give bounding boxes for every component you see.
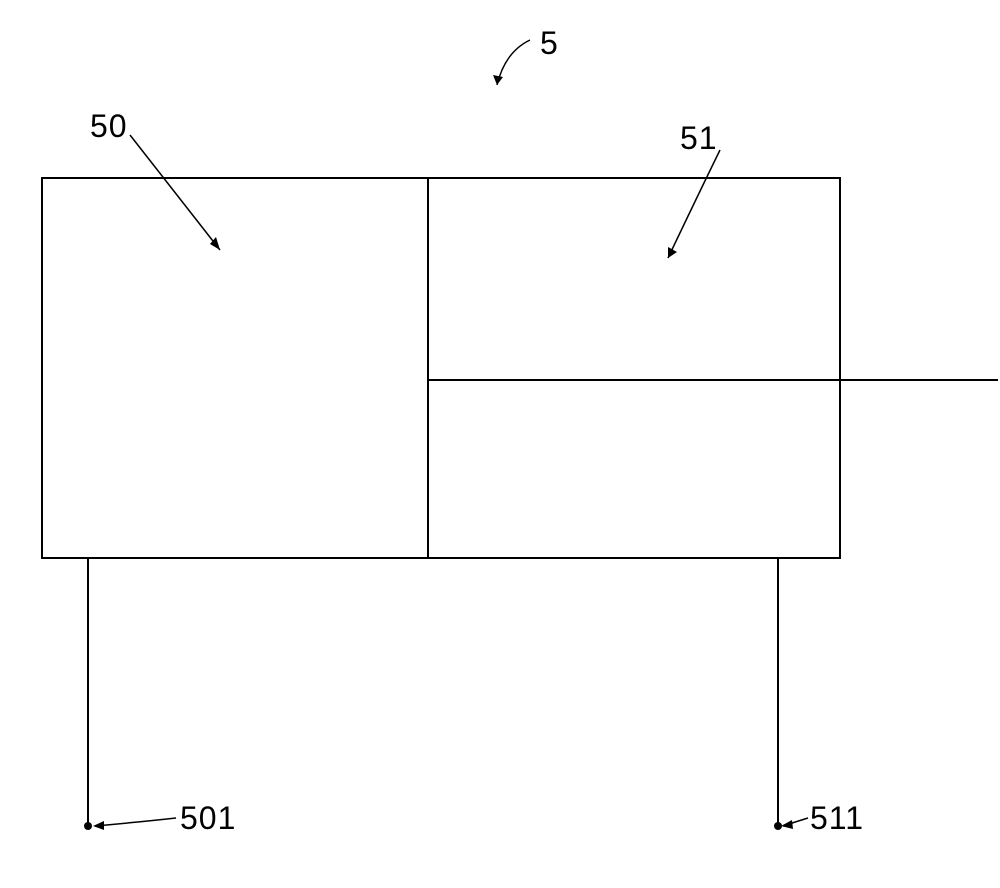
diagram-container: 5 50 51 501 511: [0, 0, 1000, 888]
dot-511: [774, 822, 782, 830]
dot-501: [84, 822, 92, 830]
main-rect: [42, 178, 840, 558]
leader-arrow-50: [130, 135, 220, 250]
arrowhead-511: [781, 820, 793, 829]
label-5: 5: [540, 25, 559, 62]
leader-arrow-51: [668, 150, 720, 258]
arrowhead-5: [493, 75, 503, 85]
label-511: 511: [810, 800, 864, 837]
arrowhead-501: [93, 821, 104, 830]
leader-arrow-501: [95, 818, 176, 826]
label-50: 50: [90, 108, 128, 145]
label-51: 51: [680, 120, 718, 157]
diagram-svg: [0, 0, 1000, 888]
label-501: 501: [180, 800, 236, 837]
